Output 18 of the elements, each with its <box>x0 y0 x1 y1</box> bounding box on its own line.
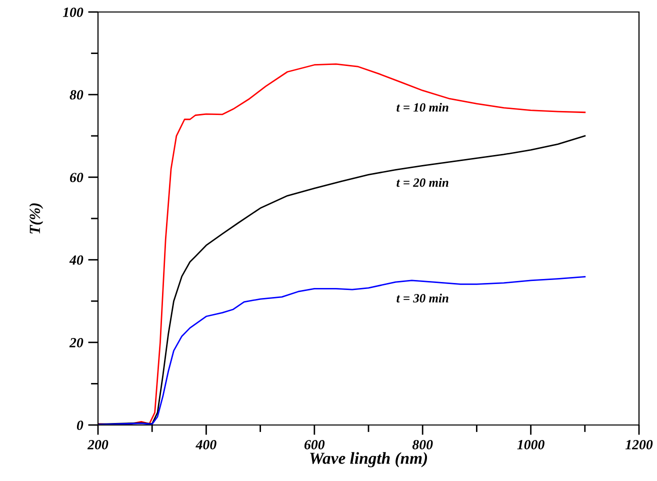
y-axis-title: T(%) <box>29 203 44 234</box>
line-series <box>98 276 586 425</box>
series-label: t = 20 min <box>396 178 448 187</box>
x-tick-label: 800 <box>412 440 433 450</box>
series-label: t = 30 min <box>396 294 448 302</box>
y-tick-label: 20 <box>69 338 84 348</box>
x-tick-label: 200 <box>87 440 108 450</box>
y-tick-label: 40 <box>69 255 84 265</box>
x-tick-label: 600 <box>304 440 325 450</box>
x-axis-title: Wave lingth (nm) <box>310 452 428 468</box>
y-tick-label: 100 <box>62 8 84 17</box>
x-tick-label: 1200 <box>625 440 653 450</box>
x-tick-label: 400 <box>196 440 216 450</box>
series-label: t = 10 min <box>396 102 448 112</box>
y-tick-label: 60 <box>70 172 84 182</box>
x-tick-label: 1000 <box>517 440 544 450</box>
y-tick-label: 0 <box>76 420 84 430</box>
y-tick-label: 80 <box>70 90 84 100</box>
